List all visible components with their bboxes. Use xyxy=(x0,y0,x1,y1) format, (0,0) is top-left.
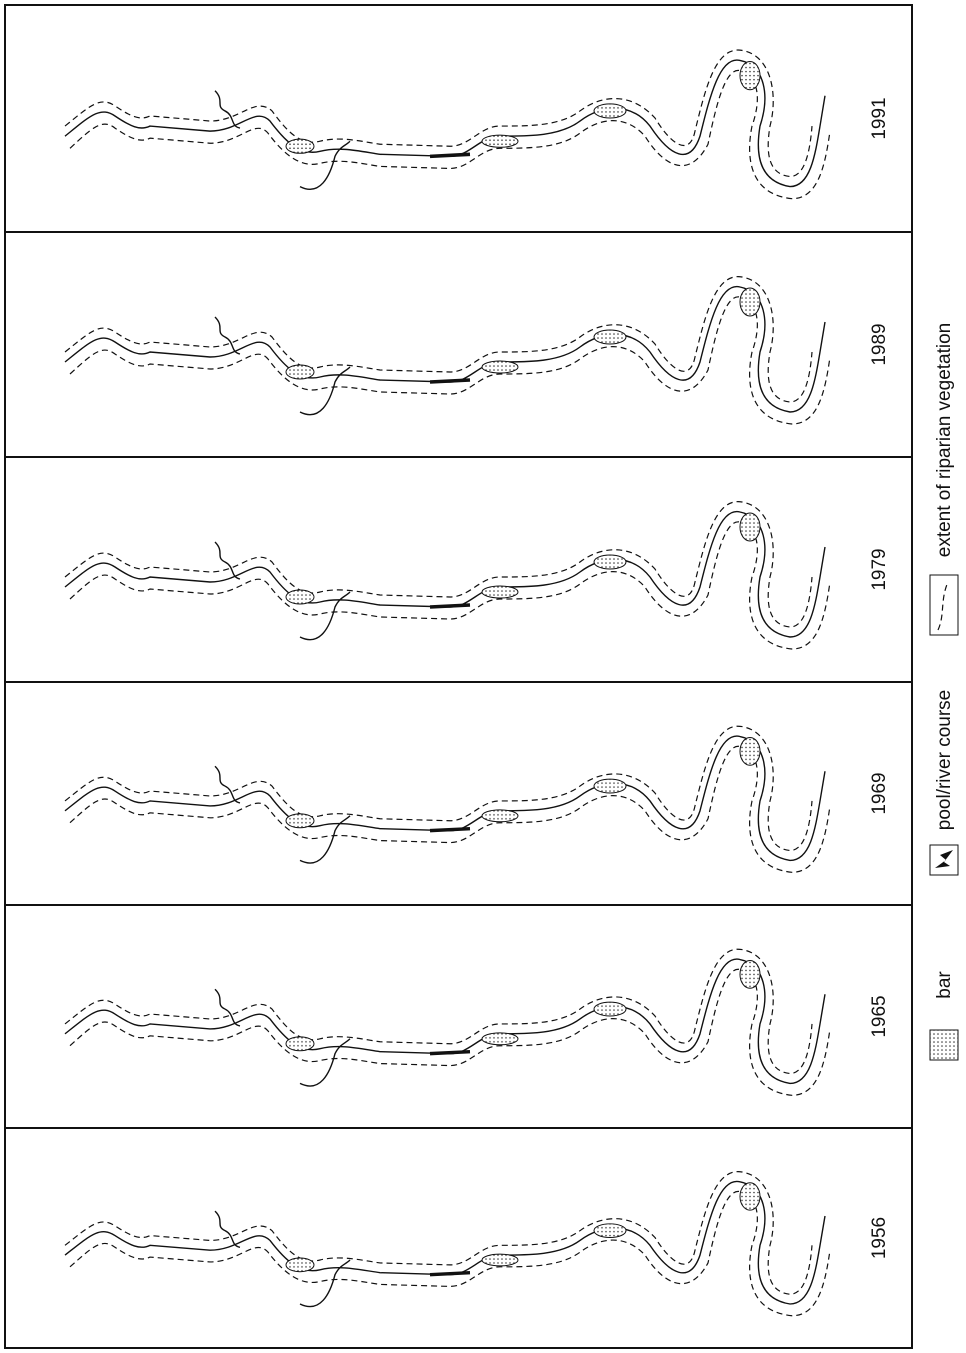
year-label: 1969 xyxy=(869,772,890,814)
year-label: 1979 xyxy=(869,548,890,590)
river-map xyxy=(63,947,832,1098)
river-map xyxy=(63,724,832,875)
year-label: 1989 xyxy=(869,323,890,365)
legend: bar pool/river course extent of riparian… xyxy=(929,323,959,1061)
river-map xyxy=(63,499,832,651)
legend-icon-pool xyxy=(935,850,953,868)
legend-label: extent of riparian vegetation xyxy=(934,323,955,558)
legend-swatch-pool xyxy=(929,844,959,876)
legend-label: pool/river course xyxy=(934,690,955,830)
year-label: 1965 xyxy=(869,995,890,1037)
legend-swatch-bar xyxy=(929,1029,959,1061)
legend-swatch-extent xyxy=(929,574,959,636)
legend-label: bar xyxy=(934,971,955,999)
legend-icon-extent xyxy=(937,581,949,631)
year-label: 1991 xyxy=(869,97,890,139)
river-map xyxy=(63,1169,832,1318)
panels: 1991 1989 1979 1969 1965 1956 xyxy=(5,48,912,1318)
year-label: 1956 xyxy=(869,1217,890,1259)
frame xyxy=(4,4,913,1349)
river-map xyxy=(63,48,832,201)
river-map xyxy=(63,274,832,426)
